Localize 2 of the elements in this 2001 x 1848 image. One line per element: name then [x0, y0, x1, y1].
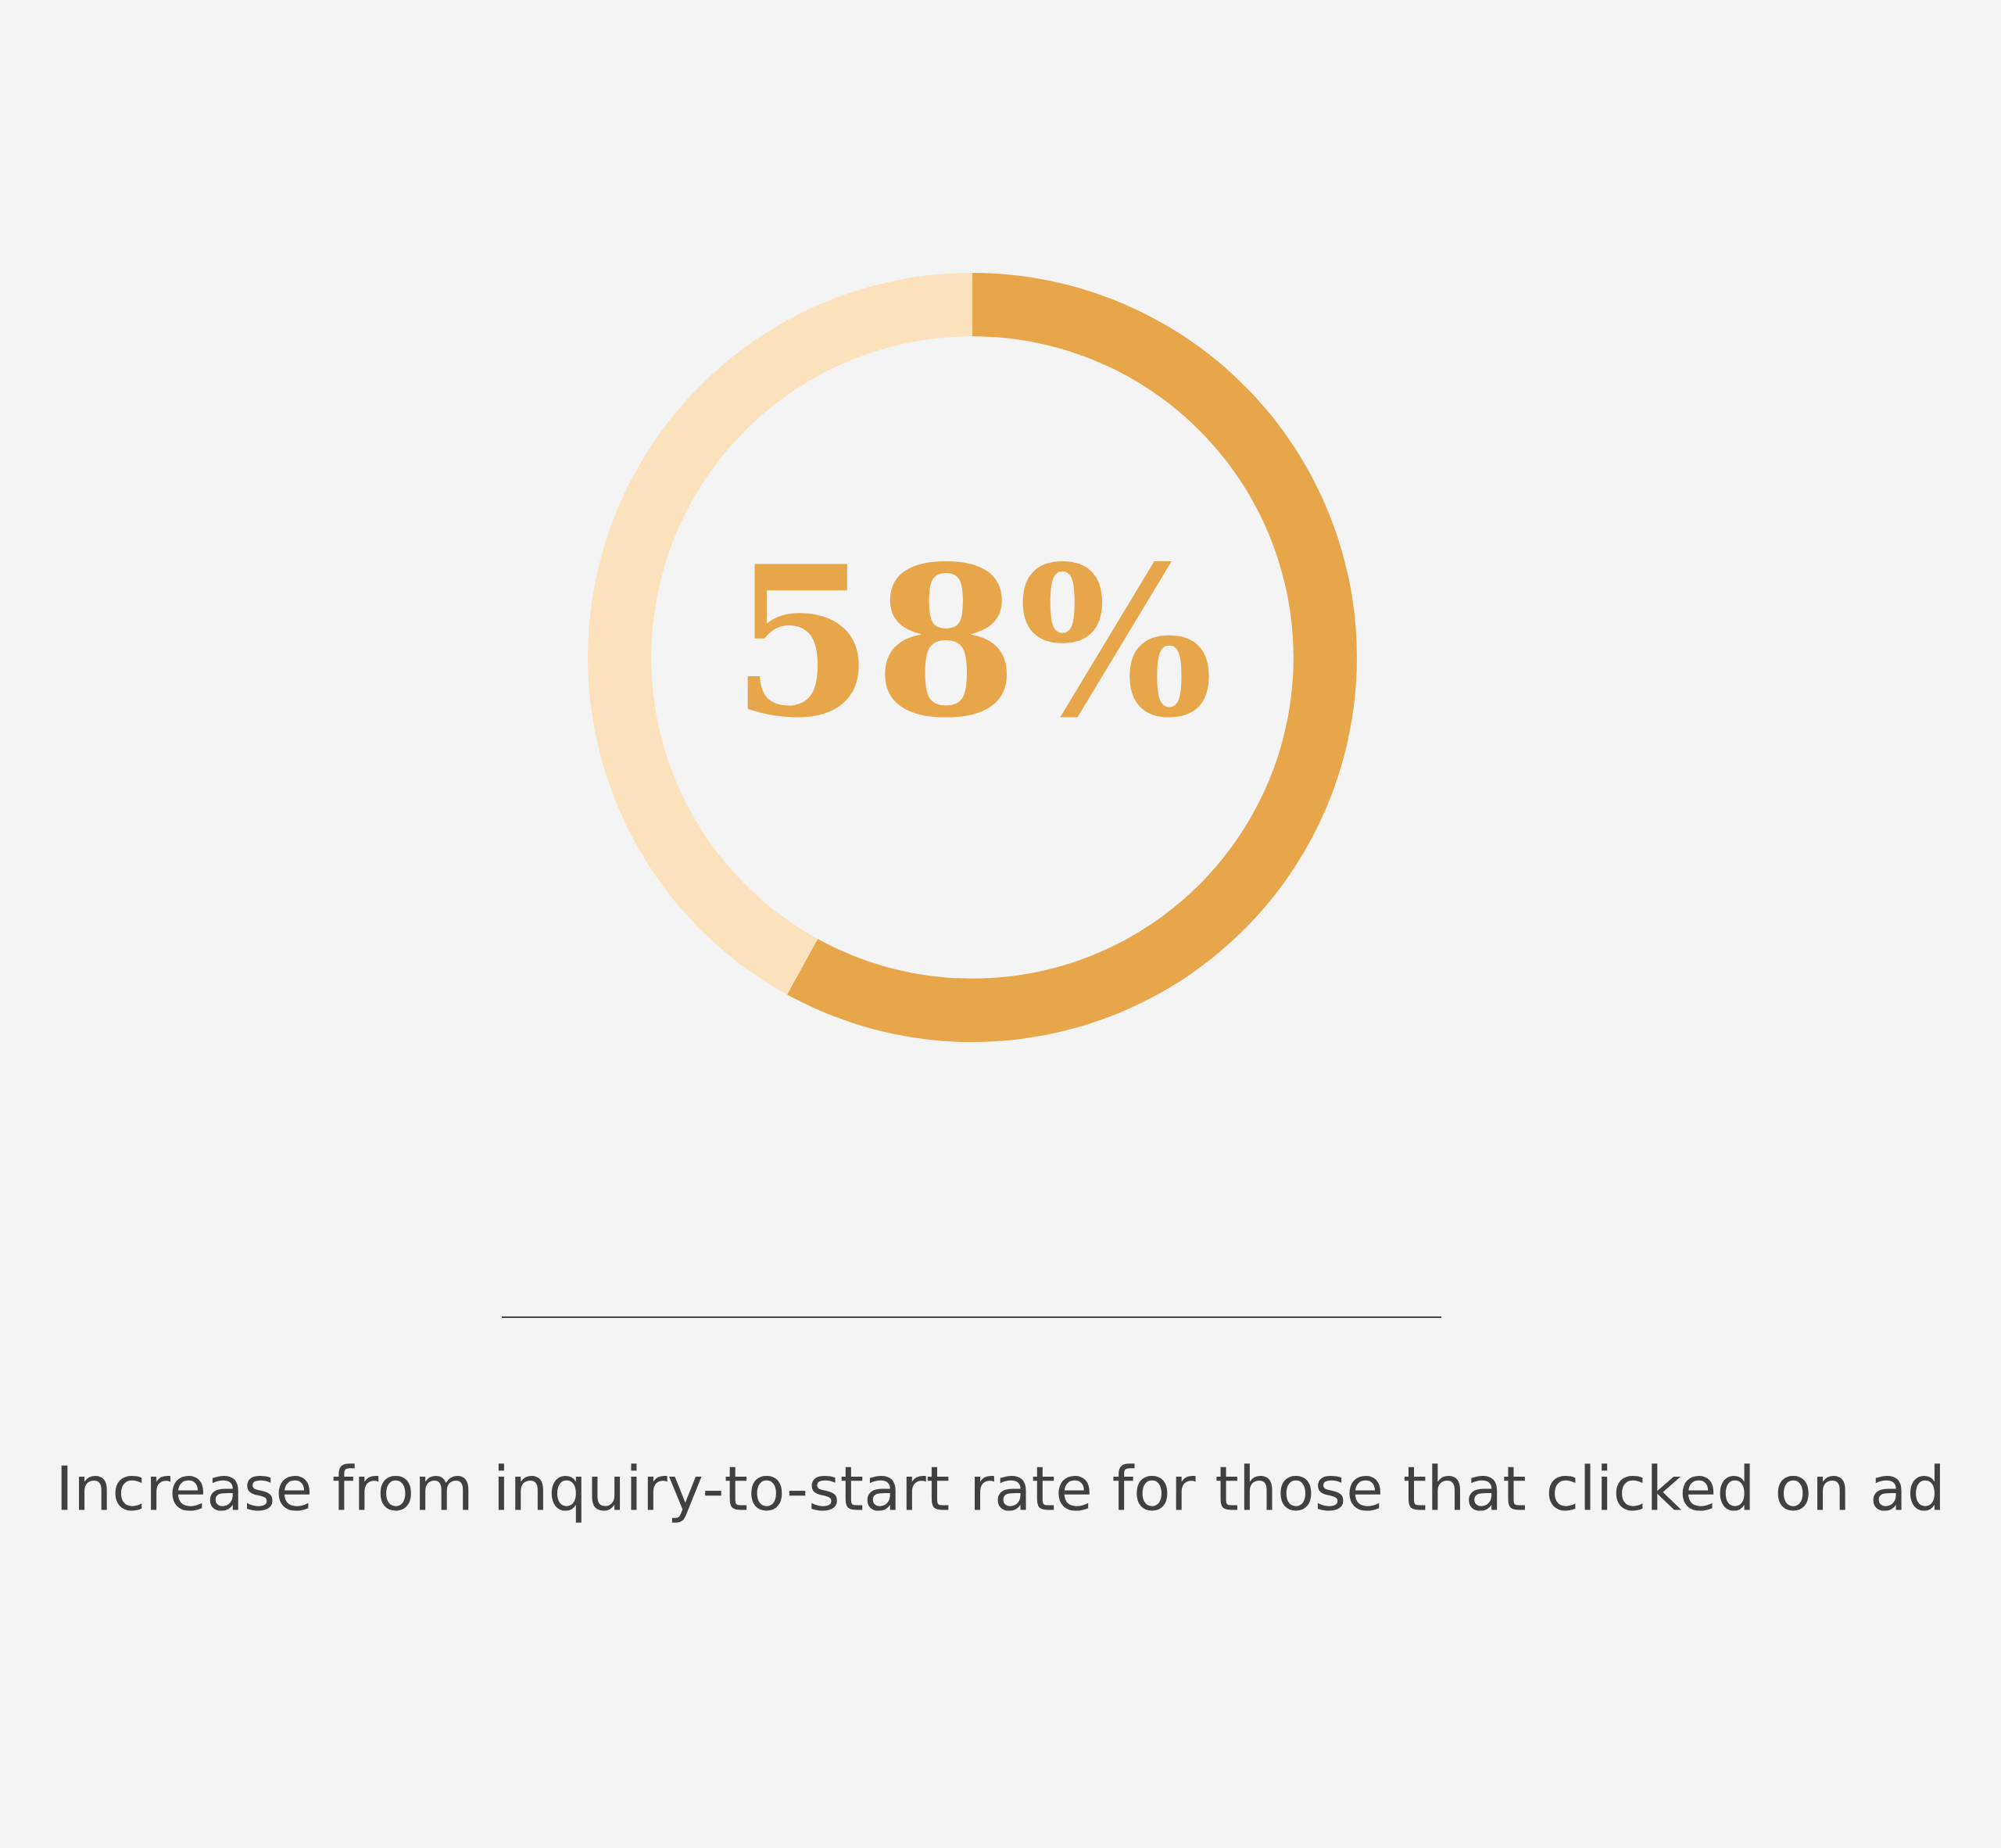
data-label: 58%: [747, 560, 1209, 718]
text: Increase from inquiry-to-start rate for those that clicked on ad: [61, 1463, 1940, 1523]
